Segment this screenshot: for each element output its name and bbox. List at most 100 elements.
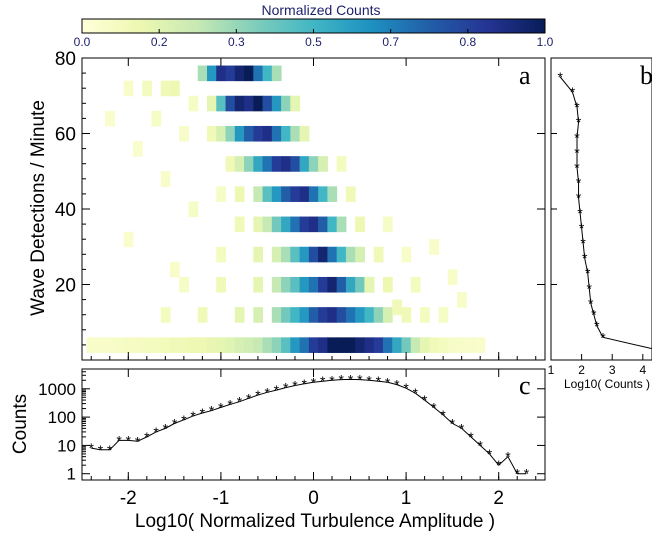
panel-c-ytick-label: 100 [48,408,76,427]
panel-c-point: * [385,374,391,390]
heatmap-cell [151,337,162,353]
heatmap-cell [336,246,347,263]
panel-c-point: * [311,374,317,390]
heatmap-cell [373,307,384,323]
heatmap-cell [457,292,467,308]
panel-c-point: * [274,382,280,398]
panel-b-point: * [579,220,585,236]
panel-b-point: * [585,265,591,281]
heatmap-cell [410,337,421,353]
heatmap-cell [299,216,310,233]
heatmap-cell [169,261,180,278]
heatmap-cell [345,337,356,353]
heatmap-cell [290,216,301,233]
heatmap-cell [132,337,143,353]
heatmap-cell [392,299,402,316]
panel-c-point: * [135,433,141,449]
panel-b-ticks: 1 2 3 4 [548,57,646,377]
heatmap-cell [95,337,106,353]
heatmap-cell [234,156,245,172]
heatmap-cell [271,186,282,202]
heatmap-cell [142,337,152,353]
panel-c-point: * [413,385,419,401]
heatmap-cell [401,337,412,353]
heatmap-cell [234,337,245,353]
heatmap-cell [336,337,347,353]
heatmap-cell [364,276,375,293]
heatmap-cell [318,276,328,293]
heatmap-cell [336,276,347,293]
heatmap-cell [373,246,384,263]
heatmap-cell [244,95,254,112]
heatmap-cell [262,186,273,202]
heatmap-cell [160,80,171,97]
heatmap-cell [345,246,356,263]
heatmap-cell [216,186,227,202]
heatmap-cell [336,156,347,172]
heatmap-cell [244,156,254,172]
heatmap-cell [262,156,273,172]
heatmap-cell [142,80,152,97]
heatmap-cell [179,125,189,142]
heatmap-cell [438,337,449,353]
heatmap-cell [355,216,365,233]
heatmap-cell [271,216,282,233]
panel-c-point: * [394,377,400,393]
heatmap-cell [355,307,365,323]
heatmap-cell [207,65,217,82]
panel-c-point: * [144,429,150,445]
heatmap-cell [169,80,180,97]
heatmap-cell [160,171,171,187]
colorbar-tick-label: 0.5 [305,35,322,49]
panel-b-point: * [570,84,576,100]
heatmap-cell [336,307,347,323]
heatmap-cell [308,216,319,233]
heatmap-cell [216,125,227,142]
panel-b-point: * [600,329,606,345]
panel-c-xlabel: Log10( Normalized Turbulence Amplitude ) [135,511,495,532]
heatmap-cell [290,156,301,172]
heatmap-cell [253,216,264,233]
heatmap-cell [271,246,282,263]
panel-b-point: * [591,307,597,323]
heatmap-cell [281,246,291,263]
heatmap-cell [179,276,189,293]
heatmap-cell [438,307,449,323]
heatmap-cell [290,307,301,323]
heatmap-cell [123,231,134,248]
colorbar-tick-label: 0.3 [228,35,245,49]
heatmap-cell [475,337,486,353]
heatmap-cell [447,337,458,353]
panel-c-point: * [126,432,132,448]
heatmap-cell [234,216,245,233]
panel-b-point: * [588,295,594,311]
panel-b-point: * [576,190,582,206]
heatmap-cell [262,65,273,82]
panel-c-point: * [440,407,446,423]
heatmap-cell [318,307,328,323]
panel-c-plot: * * ** * * * * * * * * * * * * * * * * * * * * * * * * * * * * * * * * * * **… [89,371,530,481]
heatmap-cell [262,216,273,233]
heatmap-cell [466,337,477,353]
panel-c-line [91,378,527,475]
panel-b-point: * [574,159,580,175]
panel-a-ticks: 20 40 60 80 [55,49,545,360]
panel-b-xtick-label: 3 [609,363,616,377]
heatmap-cell [123,337,134,353]
panel-c-point: * [190,408,196,424]
y-tick-label: 20 [55,276,76,297]
heatmap-cell [308,156,319,172]
panel-c-xtick-label: 1 [401,488,412,509]
panel-c-point: * [153,424,159,440]
heatmap-cell [253,95,264,112]
heatmap-cell [382,307,393,323]
panel-c-point: * [505,449,511,465]
panel-c-xtick-label: 2 [493,488,504,509]
heatmap-cell [271,307,282,323]
heatmap-cell [207,337,217,353]
heatmap-cell [225,65,236,82]
panel-b-point: * [574,129,580,145]
heatmap-cell [281,337,291,353]
heatmap-cell [188,95,199,112]
panel-c-ylabel: Counts [10,394,31,454]
